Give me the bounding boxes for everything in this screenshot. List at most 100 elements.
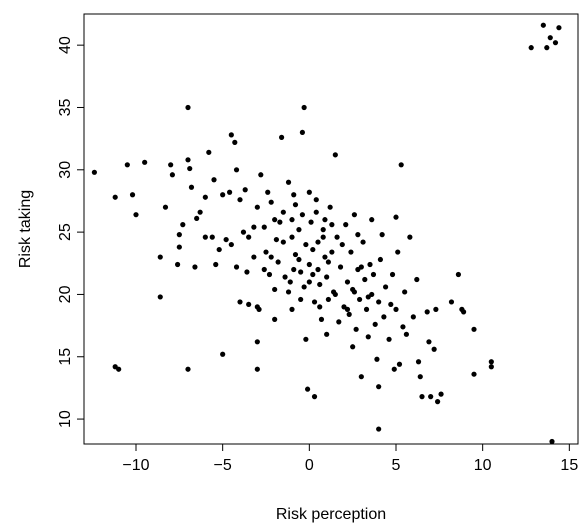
data-point	[279, 134, 285, 140]
data-point	[277, 219, 283, 225]
data-point	[325, 296, 331, 303]
data-point	[355, 232, 361, 238]
data-point	[242, 187, 248, 193]
data-point	[185, 104, 191, 111]
data-point	[305, 386, 311, 392]
data-point	[377, 256, 383, 263]
data-point	[369, 217, 375, 223]
data-point	[251, 254, 257, 260]
data-point	[389, 271, 396, 278]
data-point	[298, 269, 304, 275]
data-point	[417, 374, 423, 380]
data-point	[185, 157, 191, 163]
data-point	[403, 331, 409, 337]
data-point	[317, 281, 323, 288]
data-point	[162, 204, 169, 210]
data-point	[376, 384, 382, 390]
data-point	[202, 234, 208, 240]
data-point	[344, 279, 351, 285]
data-point	[461, 309, 467, 315]
data-point	[410, 314, 416, 320]
data-point	[313, 209, 319, 215]
data-point	[306, 261, 312, 268]
data-point	[334, 234, 340, 240]
data-point	[310, 271, 316, 278]
x-tick-label: 10	[474, 457, 492, 474]
data-point	[298, 296, 304, 303]
data-point	[315, 239, 321, 245]
data-point	[327, 204, 333, 210]
data-point	[329, 249, 335, 255]
data-point	[395, 249, 401, 255]
data-point	[306, 279, 312, 285]
data-point	[254, 204, 260, 210]
data-point	[372, 321, 378, 327]
data-point	[168, 162, 174, 168]
data-point	[256, 306, 262, 312]
data-point	[448, 299, 455, 305]
data-point	[303, 241, 309, 248]
data-point	[358, 264, 364, 270]
y-tick-label: 10	[57, 410, 74, 428]
data-point	[192, 264, 198, 270]
data-point	[197, 209, 203, 215]
data-point	[438, 391, 444, 397]
data-point	[291, 192, 297, 198]
data-point	[272, 217, 278, 223]
data-point	[265, 189, 271, 195]
plot-frame	[83, 13, 579, 445]
data-point	[209, 234, 215, 240]
data-point	[337, 264, 344, 270]
data-point	[556, 25, 562, 31]
data-point	[289, 306, 295, 312]
y-tick-label: 25	[57, 223, 74, 241]
data-point	[311, 299, 318, 305]
data-point	[251, 224, 257, 230]
data-point	[213, 261, 219, 268]
data-point	[285, 179, 292, 185]
data-point	[254, 366, 260, 372]
data-point	[133, 212, 139, 218]
data-point	[346, 311, 352, 317]
data-point	[261, 224, 267, 230]
data-point	[540, 22, 546, 28]
data-point	[244, 269, 250, 275]
data-point	[407, 234, 413, 240]
data-point	[415, 359, 422, 365]
x-tick-label: 5	[392, 457, 401, 474]
data-point	[211, 177, 217, 183]
x-axis-title: Risk perception	[276, 506, 386, 523]
data-point	[187, 165, 193, 172]
data-point	[263, 249, 269, 255]
data-point	[318, 316, 325, 322]
data-point	[232, 139, 238, 145]
data-point	[528, 45, 534, 51]
data-point	[296, 227, 302, 233]
data-point	[350, 344, 356, 350]
data-point	[237, 197, 243, 203]
data-point	[254, 339, 260, 345]
data-point	[124, 162, 130, 168]
data-point	[233, 264, 240, 270]
data-point	[367, 261, 373, 268]
y-tick-label: 20	[57, 285, 74, 303]
data-point	[383, 284, 389, 290]
data-point	[381, 314, 387, 320]
data-point	[386, 336, 392, 342]
data-point	[376, 426, 382, 432]
data-point	[426, 339, 432, 345]
y-tick-label: 35	[57, 98, 74, 116]
data-point	[291, 266, 297, 273]
data-point	[353, 326, 359, 332]
x-axis: −10 −5 0 5 10 15	[122, 444, 578, 474]
data-point	[544, 45, 550, 51]
data-point	[488, 364, 494, 370]
data-point	[329, 222, 335, 228]
data-point	[216, 246, 222, 253]
data-point	[129, 192, 136, 198]
data-point	[308, 219, 314, 225]
data-point	[357, 296, 363, 303]
data-point	[237, 299, 243, 305]
data-point	[311, 394, 318, 400]
